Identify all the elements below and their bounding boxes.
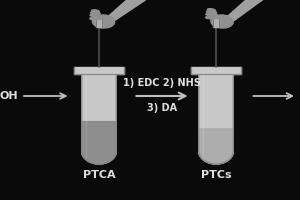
Bar <box>214 16 218 18</box>
Polygon shape <box>82 122 116 164</box>
Text: OH: OH <box>0 91 19 101</box>
Ellipse shape <box>92 15 115 28</box>
Text: 1) EDC 2) NHS: 1) EDC 2) NHS <box>123 78 201 88</box>
Ellipse shape <box>211 15 233 28</box>
Text: 3) DA: 3) DA <box>147 103 177 113</box>
Ellipse shape <box>92 10 99 12</box>
Ellipse shape <box>104 22 111 26</box>
Bar <box>98 16 100 18</box>
Ellipse shape <box>90 17 101 20</box>
Ellipse shape <box>206 16 218 19</box>
Ellipse shape <box>207 9 216 12</box>
Bar <box>74 67 124 74</box>
Bar <box>191 67 241 74</box>
Ellipse shape <box>206 13 217 16</box>
Text: PTCA: PTCA <box>83 170 115 180</box>
Ellipse shape <box>90 14 101 17</box>
Polygon shape <box>82 74 116 164</box>
Polygon shape <box>199 129 233 164</box>
Polygon shape <box>225 0 267 21</box>
Polygon shape <box>199 74 233 164</box>
Polygon shape <box>106 0 146 20</box>
Text: PTCs: PTCs <box>201 170 231 180</box>
Bar <box>213 18 219 27</box>
Ellipse shape <box>221 22 229 27</box>
Ellipse shape <box>91 12 100 14</box>
Ellipse shape <box>206 11 217 14</box>
Bar <box>96 18 102 27</box>
